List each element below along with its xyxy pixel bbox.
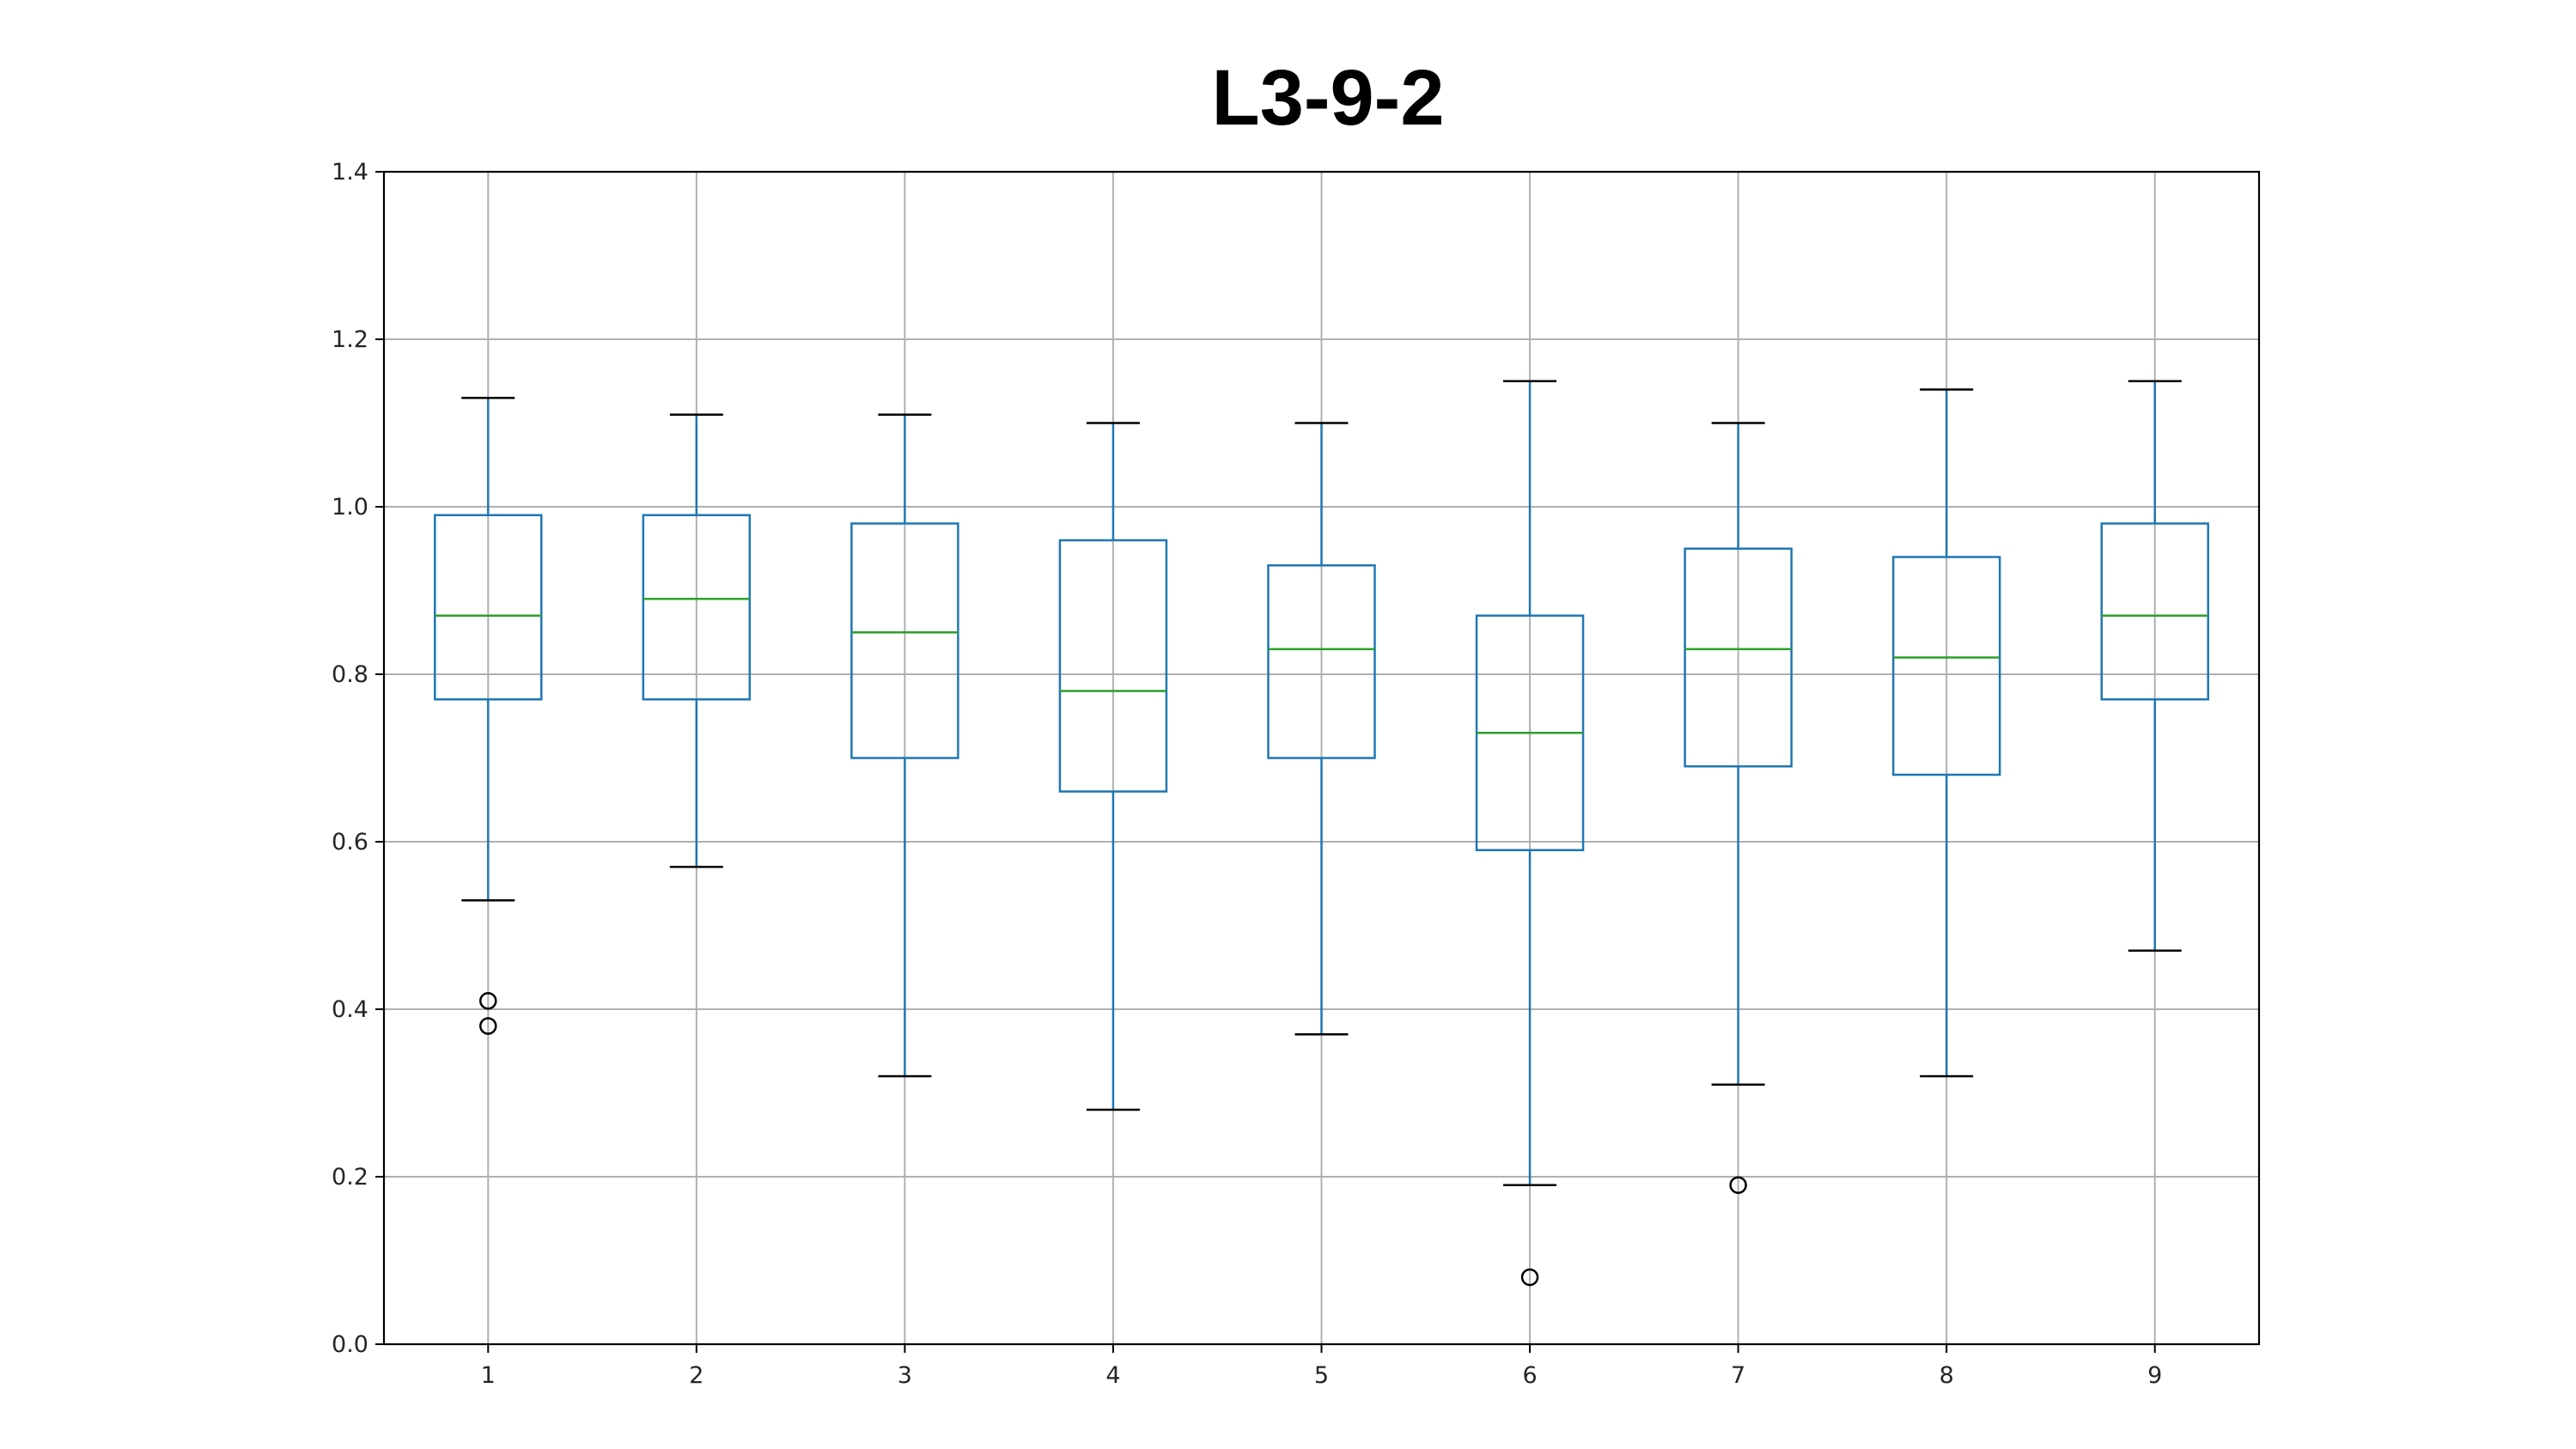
box-group-8	[1891, 388, 2001, 1078]
boxes-layer	[434, 380, 2209, 1287]
box-group-4	[1058, 422, 1168, 1111]
y-tick-label: 0.4	[332, 996, 368, 1023]
box-group-5	[1267, 422, 1376, 1036]
ticks-layer: 0.0 0.2 0.4 0.6 0.8 1.0 1.2 1.4 1 2 3 4 5 6 7 8 9	[332, 159, 2162, 1389]
chart-title: L3-9-2	[1211, 54, 1445, 142]
x-tick-label: 7	[1731, 1362, 1745, 1389]
y-tick-label: 0.8	[332, 661, 368, 688]
iqr-box	[434, 514, 543, 701]
y-tick-label: 1.4	[332, 159, 368, 186]
box-group-1	[434, 397, 543, 1035]
iqr-box	[850, 522, 959, 759]
box-group-3	[850, 413, 959, 1078]
iqr-box	[1891, 556, 2001, 776]
iqr-box	[642, 514, 752, 701]
y-tick-label: 1.0	[332, 494, 368, 521]
outlier-point	[1729, 1176, 1747, 1194]
iqr-box	[1684, 547, 1793, 768]
box-group-2	[642, 413, 752, 868]
iqr-box	[1267, 564, 1376, 759]
x-tick-label: 9	[2147, 1362, 2162, 1389]
outlier-point	[1520, 1268, 1539, 1287]
x-tick-label: 5	[1314, 1362, 1329, 1389]
iqr-box	[1058, 539, 1168, 793]
y-tick-label: 0.6	[332, 829, 368, 855]
box-group-9	[2100, 380, 2209, 952]
y-tick-label: 0.2	[332, 1164, 368, 1190]
x-tick-label: 6	[1522, 1362, 1537, 1389]
box-group-7	[1684, 422, 1793, 1194]
x-tick-label: 8	[1940, 1362, 1954, 1389]
x-tick-label: 3	[898, 1362, 912, 1389]
outlier-point	[479, 992, 497, 1010]
y-tick-label: 0.0	[332, 1331, 368, 1358]
x-tick-label: 2	[689, 1362, 703, 1389]
iqr-box	[2100, 522, 2209, 701]
x-tick-label: 1	[481, 1362, 496, 1389]
y-tick-label: 1.2	[332, 326, 368, 353]
x-tick-label: 4	[1105, 1362, 1120, 1389]
outlier-point	[479, 1017, 497, 1035]
box-group-6	[1475, 380, 1585, 1287]
